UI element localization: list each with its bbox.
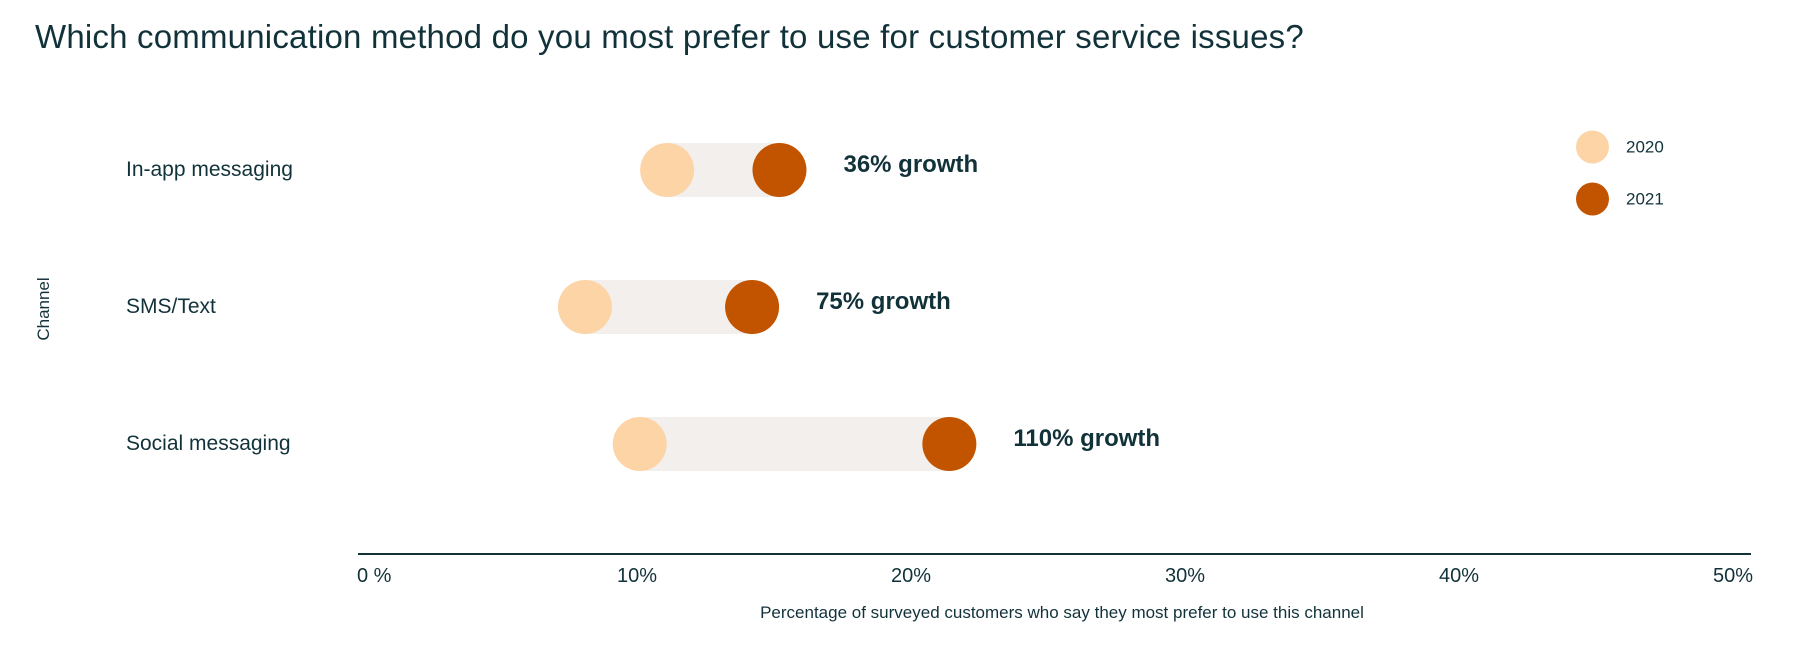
legend-label-2021: 2021 [1626, 189, 1664, 208]
legend-item-2021: 2021 [1576, 182, 1664, 216]
category-label-in-app: In-app messaging [126, 158, 293, 181]
chart-title: Which communication method do you most p… [35, 18, 1304, 55]
x-tick-label: 50% [1713, 565, 1753, 587]
connector-bar [639, 417, 950, 471]
growth-annotation: 36% growth [843, 151, 978, 178]
legend-item-2020: 2020 [1576, 130, 1664, 164]
growth-annotation: 110% growth [1013, 425, 1160, 452]
dot-2021 [725, 280, 780, 334]
x-tick-label: 10% [617, 565, 657, 587]
connector-bar [584, 280, 753, 334]
dot-2020 [612, 417, 667, 471]
x-tick-label: 30% [1165, 565, 1205, 587]
dot-2021 [752, 143, 807, 197]
x-tick-label: 40% [1439, 565, 1479, 587]
category-label-sms: SMS/Text [126, 295, 216, 318]
legend-swatch-2020 [1576, 130, 1609, 164]
legend-label-2020: 2020 [1626, 137, 1664, 156]
dot-2021 [922, 417, 977, 471]
dot-2020 [640, 143, 695, 197]
x-axis-label: Percentage of surveyed customers who say… [760, 603, 1364, 622]
growth-annotation: 75% growth [816, 288, 951, 315]
x-tick-label: 20% [891, 565, 931, 587]
x-tick-label: 0 % [357, 565, 392, 587]
category-label-social: Social messaging [126, 432, 291, 455]
legend-swatch-2021 [1576, 182, 1609, 216]
dot-2020 [557, 280, 612, 334]
